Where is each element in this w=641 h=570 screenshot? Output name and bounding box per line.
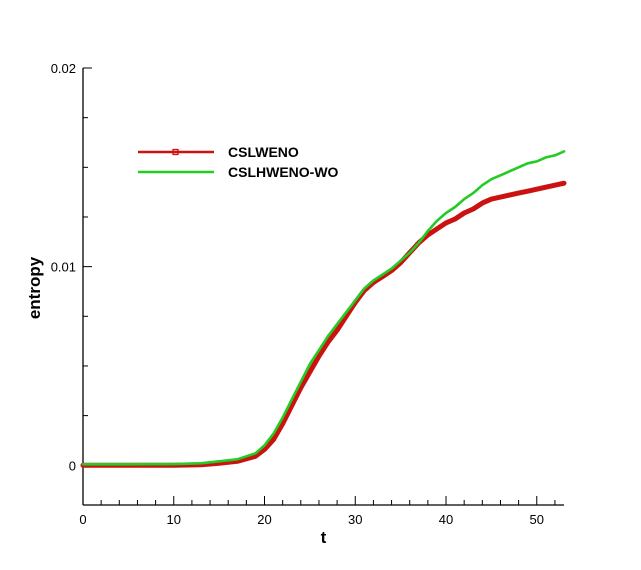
axes [82,68,564,506]
x-tick-label: 50 [530,512,544,527]
y-tick-label: 0.02 [51,61,76,76]
legend-marker [172,148,179,156]
tick-marks [82,67,556,505]
legend-label: CSLHWENO-WO [228,164,339,180]
x-axis-label: t [321,528,327,547]
series-line-cslweno [80,180,567,468]
x-tick-label: 20 [257,512,271,527]
x-tick-label: 40 [439,512,453,527]
tick-labels: 0 10 20 30 40 50 0 0.01 0.02 [51,61,544,527]
x-tick-label: 0 [79,512,86,527]
x-tick-label: 30 [348,512,362,527]
y-axis-label: entropy [25,256,44,319]
series-line-cslhweno-wo [81,150,566,466]
legend-label: CSLWENO [228,144,299,160]
series-layer [80,150,567,468]
x-tick-label: 10 [167,512,181,527]
legend: CSLWENO CSLHWENO-WO [138,144,339,180]
y-tick-label: 0.01 [51,260,76,275]
y-tick-label: 0 [69,458,76,473]
